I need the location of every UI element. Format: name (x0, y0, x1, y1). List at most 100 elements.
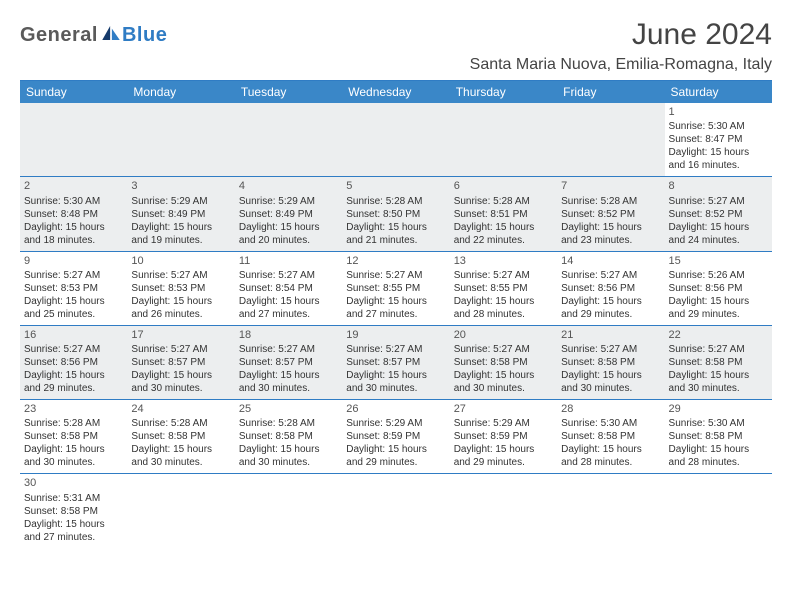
calendar-day-cell: 11Sunrise: 5:27 AMSunset: 8:54 PMDayligh… (235, 251, 342, 325)
daylight-text: and 22 minutes. (454, 234, 553, 247)
calendar-day-cell: 21Sunrise: 5:27 AMSunset: 8:58 PMDayligh… (557, 325, 664, 399)
calendar-empty-cell (235, 103, 342, 177)
daylight-text: and 30 minutes. (561, 382, 660, 395)
daylight-text: and 30 minutes. (131, 382, 230, 395)
calendar-empty-cell (235, 474, 342, 550)
sunset-text: Sunset: 8:57 PM (131, 356, 230, 369)
daylight-text: Daylight: 15 hours (346, 443, 445, 456)
daylight-text: Daylight: 15 hours (24, 295, 123, 308)
daylight-text: Daylight: 15 hours (24, 369, 123, 382)
daylight-text: and 29 minutes. (24, 382, 123, 395)
sunset-text: Sunset: 8:49 PM (131, 208, 230, 221)
calendar-empty-cell (127, 474, 234, 550)
weekday-header: Tuesday (235, 81, 342, 103)
daylight-text: Daylight: 15 hours (131, 295, 230, 308)
sunrise-text: Sunrise: 5:28 AM (239, 417, 338, 430)
day-number: 16 (24, 328, 123, 342)
sunset-text: Sunset: 8:57 PM (239, 356, 338, 369)
calendar-day-cell: 27Sunrise: 5:29 AMSunset: 8:59 PMDayligh… (450, 400, 557, 474)
sunset-text: Sunset: 8:57 PM (346, 356, 445, 369)
sunrise-text: Sunrise: 5:27 AM (346, 343, 445, 356)
sunrise-text: Sunrise: 5:27 AM (454, 269, 553, 282)
sunrise-text: Sunrise: 5:31 AM (24, 492, 123, 505)
sunset-text: Sunset: 8:53 PM (131, 282, 230, 295)
calendar-week-row: 1Sunrise: 5:30 AMSunset: 8:47 PMDaylight… (20, 103, 772, 177)
day-number: 23 (24, 402, 123, 416)
sunset-text: Sunset: 8:54 PM (239, 282, 338, 295)
daylight-text: and 27 minutes. (239, 308, 338, 321)
daylight-text: Daylight: 15 hours (454, 295, 553, 308)
brand-part1: General (20, 24, 98, 47)
calendar-empty-cell (127, 103, 234, 177)
day-number: 22 (669, 328, 768, 342)
calendar-empty-cell (342, 474, 449, 550)
brand-part2: Blue (122, 24, 167, 47)
sunset-text: Sunset: 8:59 PM (346, 430, 445, 443)
calendar-day-cell: 6Sunrise: 5:28 AMSunset: 8:51 PMDaylight… (450, 177, 557, 251)
day-number: 10 (131, 254, 230, 268)
day-number: 30 (24, 476, 123, 490)
sunset-text: Sunset: 8:58 PM (561, 430, 660, 443)
sunrise-text: Sunrise: 5:27 AM (561, 343, 660, 356)
calendar-day-cell: 25Sunrise: 5:28 AMSunset: 8:58 PMDayligh… (235, 400, 342, 474)
day-number: 15 (669, 254, 768, 268)
calendar-day-cell: 4Sunrise: 5:29 AMSunset: 8:49 PMDaylight… (235, 177, 342, 251)
sunrise-text: Sunrise: 5:27 AM (454, 343, 553, 356)
day-number: 12 (346, 254, 445, 268)
sunrise-text: Sunrise: 5:29 AM (346, 417, 445, 430)
sunset-text: Sunset: 8:55 PM (454, 282, 553, 295)
month-title: June 2024 (470, 18, 772, 52)
sunrise-text: Sunrise: 5:27 AM (24, 343, 123, 356)
sunrise-text: Sunrise: 5:30 AM (24, 195, 123, 208)
sunset-text: Sunset: 8:55 PM (346, 282, 445, 295)
sunset-text: Sunset: 8:58 PM (239, 430, 338, 443)
calendar-empty-cell (557, 103, 664, 177)
calendar-week-row: 2Sunrise: 5:30 AMSunset: 8:48 PMDaylight… (20, 177, 772, 251)
sunset-text: Sunset: 8:56 PM (24, 356, 123, 369)
day-number: 3 (131, 179, 230, 193)
daylight-text: Daylight: 15 hours (131, 221, 230, 234)
sunrise-text: Sunrise: 5:29 AM (454, 417, 553, 430)
sunset-text: Sunset: 8:56 PM (561, 282, 660, 295)
location-text: Santa Maria Nuova, Emilia-Romagna, Italy (470, 56, 772, 74)
day-number: 4 (239, 179, 338, 193)
calendar-week-row: 30Sunrise: 5:31 AMSunset: 8:58 PMDayligh… (20, 474, 772, 550)
sunrise-text: Sunrise: 5:27 AM (131, 269, 230, 282)
sunrise-text: Sunrise: 5:27 AM (669, 343, 768, 356)
daylight-text: and 30 minutes. (131, 456, 230, 469)
daylight-text: and 19 minutes. (131, 234, 230, 247)
calendar-day-cell: 9Sunrise: 5:27 AMSunset: 8:53 PMDaylight… (20, 251, 127, 325)
calendar-day-cell: 20Sunrise: 5:27 AMSunset: 8:58 PMDayligh… (450, 325, 557, 399)
sunrise-text: Sunrise: 5:27 AM (239, 343, 338, 356)
day-number: 1 (669, 105, 768, 119)
daylight-text: Daylight: 15 hours (239, 295, 338, 308)
sunrise-text: Sunrise: 5:27 AM (669, 195, 768, 208)
day-number: 26 (346, 402, 445, 416)
calendar-day-cell: 14Sunrise: 5:27 AMSunset: 8:56 PMDayligh… (557, 251, 664, 325)
calendar-day-cell: 17Sunrise: 5:27 AMSunset: 8:57 PMDayligh… (127, 325, 234, 399)
daylight-text: and 20 minutes. (239, 234, 338, 247)
daylight-text: and 28 minutes. (454, 308, 553, 321)
daylight-text: Daylight: 15 hours (669, 146, 768, 159)
sunset-text: Sunset: 8:59 PM (454, 430, 553, 443)
sunrise-text: Sunrise: 5:30 AM (669, 120, 768, 133)
sunset-text: Sunset: 8:58 PM (454, 356, 553, 369)
daylight-text: Daylight: 15 hours (669, 443, 768, 456)
day-number: 9 (24, 254, 123, 268)
sunset-text: Sunset: 8:58 PM (561, 356, 660, 369)
daylight-text: and 25 minutes. (24, 308, 123, 321)
calendar-day-cell: 26Sunrise: 5:29 AMSunset: 8:59 PMDayligh… (342, 400, 449, 474)
sunrise-text: Sunrise: 5:28 AM (454, 195, 553, 208)
daylight-text: and 18 minutes. (24, 234, 123, 247)
daylight-text: and 28 minutes. (669, 456, 768, 469)
calendar-week-row: 23Sunrise: 5:28 AMSunset: 8:58 PMDayligh… (20, 400, 772, 474)
header: General Blue June 2024 Santa Maria Nuova… (20, 18, 772, 74)
calendar-empty-cell (665, 474, 772, 550)
daylight-text: Daylight: 15 hours (454, 221, 553, 234)
day-number: 11 (239, 254, 338, 268)
sunset-text: Sunset: 8:52 PM (561, 208, 660, 221)
sunset-text: Sunset: 8:51 PM (454, 208, 553, 221)
daylight-text: Daylight: 15 hours (454, 443, 553, 456)
calendar-empty-cell (450, 474, 557, 550)
daylight-text: and 27 minutes. (24, 531, 123, 544)
